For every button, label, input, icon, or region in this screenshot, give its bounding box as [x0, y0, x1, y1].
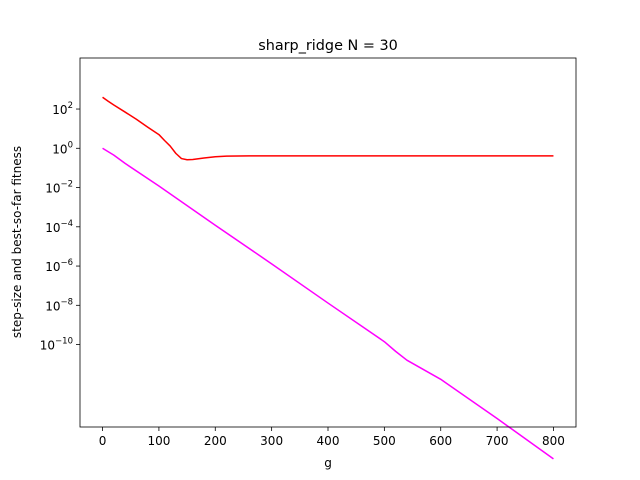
y-axis-ticks: 102 100 10−2 10−4 10−6 10−8 10−10: [40, 101, 80, 353]
y-tick-label: 10−2: [45, 180, 73, 196]
chart-title: sharp_ridge N = 30: [258, 38, 398, 54]
plot-frame: [79, 57, 577, 428]
x-tick-label: 200: [204, 434, 227, 448]
y-axis-label: step-size and best-so-far fitness: [10, 146, 24, 338]
series-line-1: [102, 96, 554, 161]
x-tick-label: 400: [317, 434, 340, 448]
x-tick-label: 500: [373, 434, 396, 448]
x-tick-label: 100: [147, 434, 170, 448]
series-line-2: [102, 147, 554, 460]
y-tick-label: 10−10: [40, 337, 73, 353]
x-tick-label: 0: [99, 434, 107, 448]
y-tick-label: 10−6: [45, 258, 73, 274]
x-axis-label: g: [324, 456, 332, 470]
x-axis-ticks: 0 100 200 300 400 500 600 700 800: [99, 427, 565, 448]
y-tick-label: 10−4: [45, 219, 73, 235]
x-tick-label: 700: [486, 434, 509, 448]
y-tick-label: 10−8: [45, 297, 73, 313]
plot-lines: [102, 96, 554, 460]
x-tick-label: 600: [429, 434, 452, 448]
x-tick-label: 300: [260, 434, 283, 448]
y-tick-label: 102: [52, 101, 73, 117]
y-tick-label: 100: [52, 140, 73, 156]
x-tick-label: 800: [542, 434, 565, 448]
